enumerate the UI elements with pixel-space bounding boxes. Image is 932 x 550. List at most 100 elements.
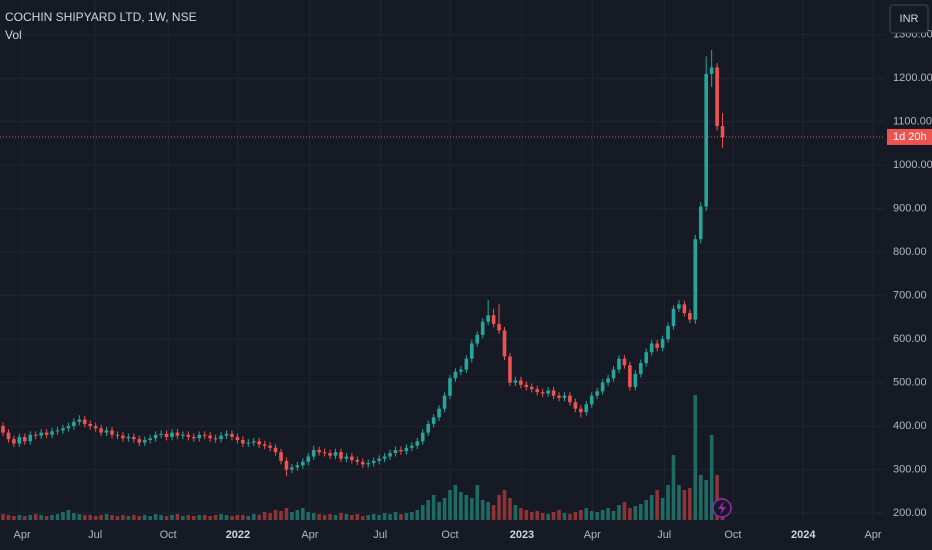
candle-body [366,463,371,465]
volume-bar [557,510,561,520]
candle-body [262,444,267,446]
volume-bar [235,515,240,520]
candle-body [677,304,681,309]
volume-layer [1,395,725,520]
volume-bar [202,515,207,520]
candle-body [23,436,27,442]
volume-bar [142,515,147,520]
candle-body [600,382,605,392]
volume-bar [486,502,490,520]
volume-bar [213,515,218,520]
volume-bar [12,516,16,520]
candle-body [208,435,212,439]
volume-bar [339,513,343,520]
candle-body [170,432,174,437]
candle-body [393,450,398,454]
y-tick-label: 900.00 [893,203,927,215]
candle-body [649,343,654,353]
volume-bar [546,514,550,520]
candle-body [164,433,169,437]
volume-bar [393,512,398,520]
candle-body [617,358,621,370]
x-tick-label: Oct [160,529,177,541]
volume-bar [279,511,283,520]
volume-bar [508,498,512,520]
volume-bar [660,498,665,520]
candle-body [709,67,714,74]
volume-bar [497,495,501,520]
volume-bar [573,512,578,520]
volume-bar [611,511,616,520]
candle-body [486,315,490,322]
candle-body [579,408,583,413]
volume-bar [649,495,654,520]
candle-body [720,126,725,137]
currency-button[interactable] [889,4,929,34]
candle-body [540,392,545,394]
volume-bar [44,516,49,520]
price-line-label: 1d 20h [893,131,927,143]
volume-bar [191,516,196,520]
volume-bar [284,508,289,520]
candle-body [420,432,425,442]
volume-bar [153,514,158,520]
candle-body [437,408,441,418]
volume-bar [709,435,714,520]
candle-body [671,308,676,327]
volume-bar [693,395,698,520]
candle-body [360,461,365,465]
candle-body [148,438,152,440]
volume-bar [126,516,131,520]
candle-body [704,73,709,207]
candle-body [344,456,349,459]
candle-body [175,432,180,436]
volume-bar [55,514,60,520]
candle-body [573,402,578,409]
volume-bar [355,514,360,520]
y-tick-label: 700.00 [893,290,927,302]
volume-bar [224,515,229,520]
volume-bar [704,480,709,520]
candle-body [589,395,594,405]
candle-body [104,430,109,433]
volume-bar [317,514,321,520]
volume-bar [39,515,43,520]
volume-bar [491,505,496,520]
currency-label[interactable]: INR [900,13,919,25]
volume-bar [50,515,54,520]
candle-body [715,67,719,127]
candle-body [142,440,147,443]
volume-bar [480,500,485,520]
candle-body [197,434,202,439]
volume-bar [464,495,469,520]
volume-bar [61,512,65,520]
volume-bar [415,510,420,520]
candle-body [257,441,262,445]
candle-body [382,456,387,459]
volume-bar [622,502,627,520]
volume-bar [251,514,256,520]
volume-bar [688,488,692,520]
volume-bar [33,514,38,520]
volume-bar [1,514,5,520]
candle-body [682,304,687,314]
candle-body [137,439,142,443]
volume-bar [638,504,643,520]
candle-body [295,465,300,468]
candle-body [410,445,414,448]
candle-body [224,433,229,436]
candle-body [44,432,49,435]
volume-bar [230,516,234,520]
candle-body [660,339,665,348]
candle-body [50,431,54,435]
x-tick-label: Apr [864,529,881,541]
candle-body [584,404,589,413]
candle-body [115,434,120,436]
volume-bar [448,490,452,520]
volume-bar [93,516,98,520]
y-tick-label: 500.00 [893,377,927,389]
candle-body [39,432,43,436]
candle-body [557,395,561,398]
volume-bar [606,508,610,520]
